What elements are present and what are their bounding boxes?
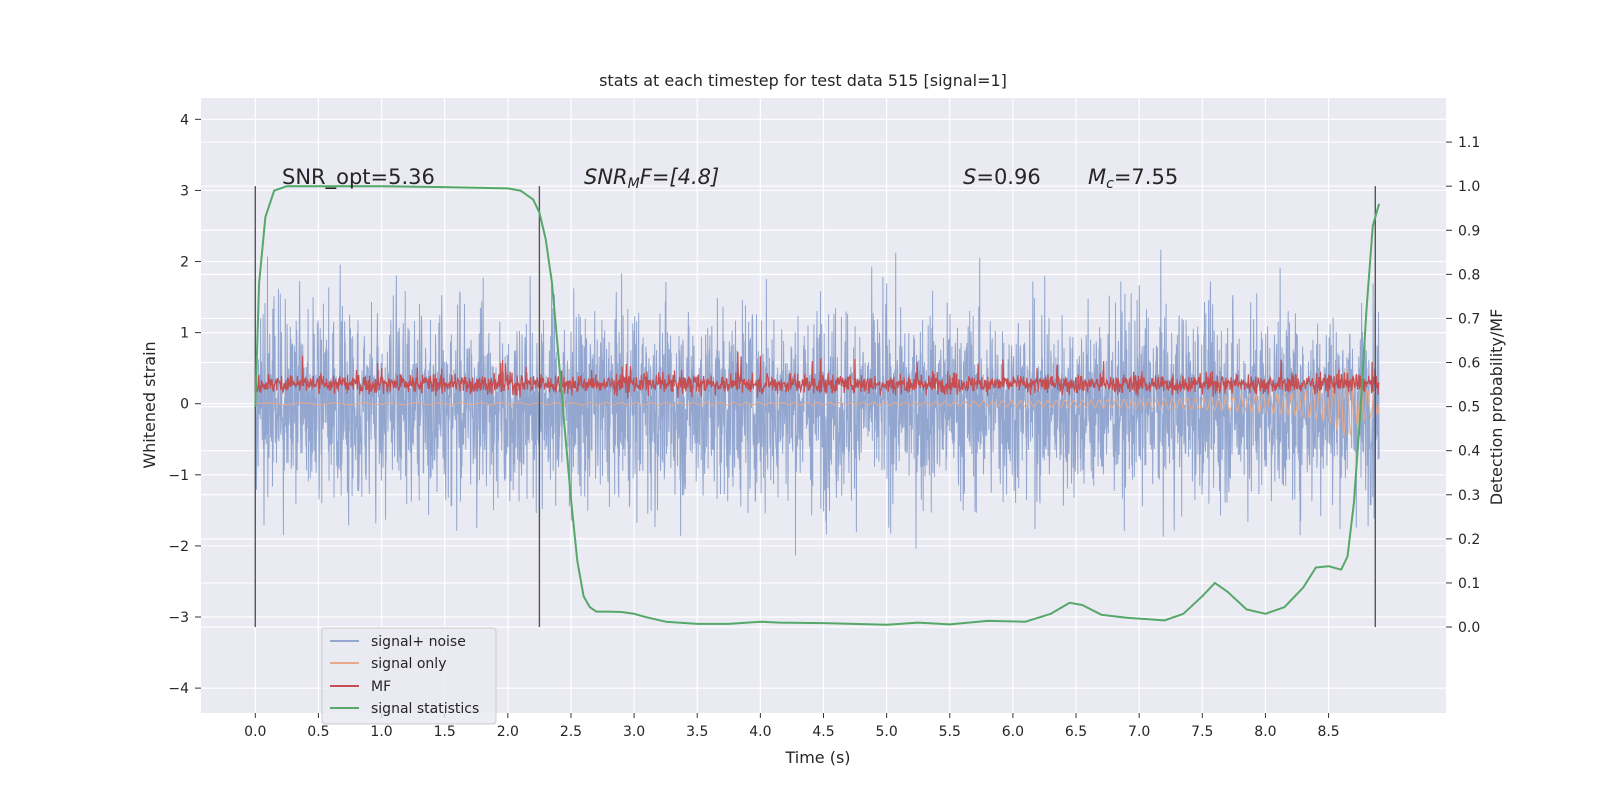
y-tick-label: −3 xyxy=(168,610,189,626)
y2-tick-label: 0.4 xyxy=(1458,444,1480,460)
y2-tick-label: 1.0 xyxy=(1458,179,1480,195)
y-tick-label: 4 xyxy=(180,112,189,128)
vertical-markers xyxy=(254,186,1376,628)
y2-tick-label: 0.9 xyxy=(1458,223,1480,239)
signal-only-line xyxy=(255,368,1380,436)
x-tick-label: 2.5 xyxy=(560,724,582,740)
legend-label-signal-statistics: signal statistics xyxy=(371,701,479,717)
x-tick-label: 2.0 xyxy=(497,724,519,740)
y-axis-label: Whitened strain xyxy=(140,341,159,468)
x-tick-label: 1.0 xyxy=(370,724,392,740)
annotation-mc: Mc=7.55 xyxy=(1088,165,1178,192)
x-tick-label: 4.5 xyxy=(812,724,834,740)
y2-axis-label: Detection probability/MF xyxy=(1487,309,1506,506)
signal-only-series xyxy=(255,368,1380,436)
y-tick-label: 0 xyxy=(180,397,189,413)
legend-label-signal-only: signal only xyxy=(371,656,446,672)
y-tick-label: 1 xyxy=(180,326,189,342)
x-tick-label: 3.0 xyxy=(623,724,645,740)
y2-tick-label: 0.1 xyxy=(1458,576,1480,592)
x-tick-label: 4.0 xyxy=(749,724,771,740)
y2-tick-label: 0.7 xyxy=(1458,311,1480,327)
x-tick-label: 0.5 xyxy=(307,724,329,740)
y2-tick-label: 1.1 xyxy=(1458,135,1480,151)
y-tick-label: −4 xyxy=(168,681,189,697)
signal-statistics-series xyxy=(254,185,1381,626)
y2-tick-label: 0.6 xyxy=(1458,356,1480,372)
annotation-s: S=0.96 xyxy=(963,165,1041,189)
x-tick-label: 6.5 xyxy=(1065,724,1087,740)
chart-title: stats at each timestep for test data 515… xyxy=(599,71,1007,90)
y-tick-label: 2 xyxy=(180,255,189,271)
x-tick-label: 0.0 xyxy=(244,724,266,740)
x-tick-label: 5.0 xyxy=(876,724,898,740)
mf-series xyxy=(254,351,1380,399)
y-tick-label: −2 xyxy=(168,539,189,555)
x-tick-label: 8.5 xyxy=(1317,724,1339,740)
x-axis-label: Time (s) xyxy=(784,748,850,767)
x-axis-ticks: 0.0 0.5 1.0 1.5 2.0 2.5 3.0 3.5 4.0 4.5 5.0 5.5 6.0 6… xyxy=(244,713,1340,740)
y-axis-ticks: 4 3 2 1 0 −1 −2 −3 −4 xyxy=(168,112,201,697)
y2-axis-ticks: 0.0 0.1 0.2 0.3 0.4 0.5 0.6 0.7 0.8 0.9 1.0 1.1 xyxy=(1446,135,1480,636)
signal-statistics-line xyxy=(254,185,1381,626)
mf-line xyxy=(254,351,1380,399)
legend-label-mf: MF xyxy=(371,679,391,695)
annotation-snr-mf: SNRMF=[4.8] xyxy=(584,165,719,192)
x-tick-label: 5.5 xyxy=(939,724,961,740)
x-tick-label: 7.5 xyxy=(1191,724,1213,740)
y-tick-label: 3 xyxy=(180,183,189,199)
y2-tick-label: 0.5 xyxy=(1458,400,1480,416)
y-tick-label: −1 xyxy=(168,468,189,484)
x-tick-label: 3.5 xyxy=(686,724,708,740)
y2-tick-label: 0.8 xyxy=(1458,267,1480,283)
y2-tick-label: 0.2 xyxy=(1458,532,1480,548)
y2-tick-label: 0.3 xyxy=(1458,488,1480,504)
y2-tick-label: 0.0 xyxy=(1458,620,1480,636)
x-tick-label: 7.0 xyxy=(1128,724,1150,740)
legend-label-signal-noise: signal+ noise xyxy=(371,634,466,650)
annotation-snr-opt: SNR_opt=5.36 xyxy=(282,165,435,190)
x-tick-label: 1.5 xyxy=(434,724,456,740)
legend: signal+ noise signal only MF signal stat… xyxy=(321,627,497,725)
x-tick-label: 6.0 xyxy=(1002,724,1024,740)
x-tick-label: 8.0 xyxy=(1254,724,1276,740)
